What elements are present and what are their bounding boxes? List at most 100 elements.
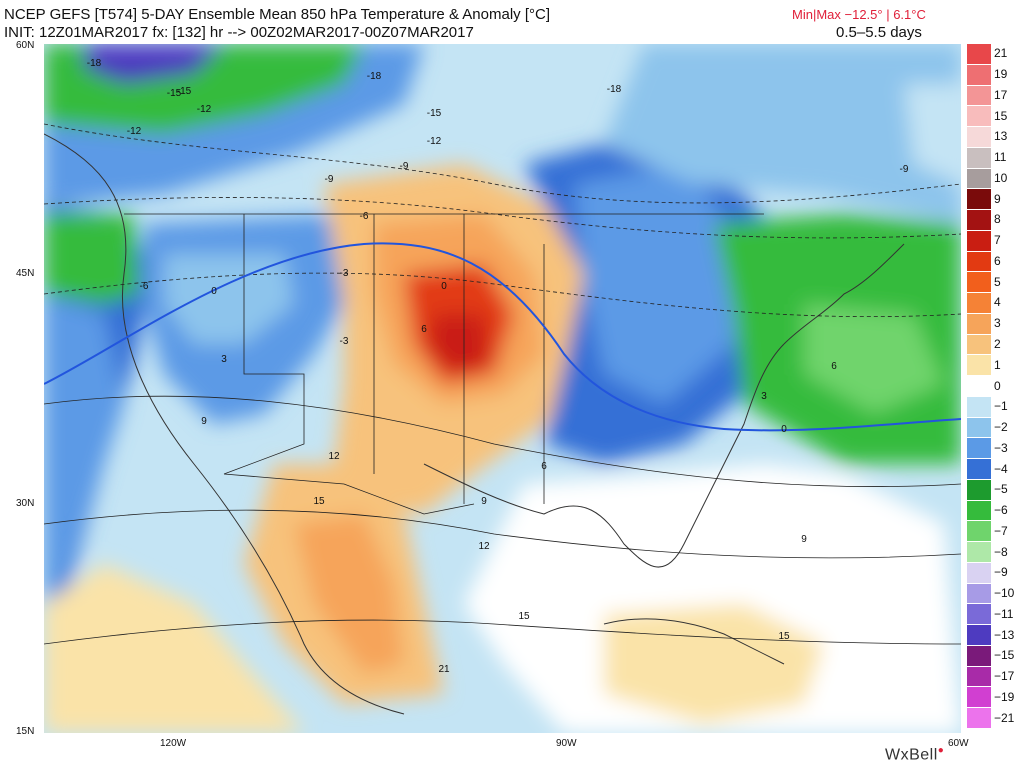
color-scale-label: 10 — [994, 170, 1008, 185]
coastline — [44, 133, 405, 715]
contour-label: 6 — [541, 461, 547, 472]
temperature-anomaly-map: -18-18-18-15-15-15-12-12-12-9 -9-9-6-6-3-… — [44, 44, 961, 733]
contour-label: 9 — [201, 416, 207, 427]
color-scale-label: 6 — [994, 253, 1001, 268]
isotherm-line — [44, 509, 961, 559]
isotherm-line — [44, 619, 961, 645]
color-scale-cell — [967, 64, 991, 86]
contour-label: 6 — [421, 324, 427, 335]
color-scale-label: −8 — [994, 544, 1008, 559]
contour-label: 9 — [801, 534, 807, 545]
anomaly-region — [44, 564, 304, 733]
contour-label: 0 — [211, 286, 217, 297]
color-scale-cell — [967, 666, 991, 688]
color-scale-label: 13 — [994, 129, 1008, 144]
color-scale-label: −15 — [994, 648, 1015, 663]
contour-label: -6 — [140, 281, 149, 292]
contour-label: 6 — [831, 361, 837, 372]
min-max-readout: Min|Max −12.5° | 6.1°C — [792, 7, 926, 22]
contour-label: -9 — [325, 174, 334, 185]
anomaly-region — [294, 514, 404, 674]
isotherm-line — [44, 197, 961, 239]
contour-label: -3 — [340, 268, 349, 279]
coastline — [783, 243, 905, 345]
map-title: NCEP GEFS [T574] 5-DAY Ensemble Mean 850… — [4, 6, 550, 23]
color-scale-label: 1 — [994, 357, 1001, 372]
color-scale-label: 3 — [994, 316, 1001, 331]
color-scale-cell — [967, 604, 991, 626]
color-scale — [967, 44, 991, 729]
color-scale-cell — [967, 396, 991, 418]
brand-logo: WxBell● — [885, 745, 944, 764]
color-scale-label: 0 — [994, 378, 1001, 393]
color-scale-cell — [967, 85, 991, 107]
lat-label-15n: 15N — [16, 726, 35, 737]
anomaly-region — [84, 44, 224, 84]
color-scale-label: −7 — [994, 523, 1008, 538]
contour-label: -12 — [197, 104, 212, 115]
color-scale-label: −21 — [994, 710, 1015, 725]
color-scale-label: 8 — [994, 212, 1001, 227]
anomaly-region — [804, 304, 944, 414]
contour-label: -6 — [360, 211, 369, 222]
color-scale-cell — [967, 147, 991, 169]
anomaly-region — [604, 44, 961, 224]
color-scale-cell — [967, 542, 991, 563]
color-scale-label: −11 — [994, 606, 1014, 621]
contour-label: 3 — [761, 391, 767, 402]
color-scale-cell — [967, 479, 991, 501]
contour-label: 15 — [518, 611, 530, 622]
color-scale-cell — [967, 438, 991, 460]
anomaly-region — [44, 294, 124, 604]
brand-name: WxBell — [885, 746, 938, 764]
color-scale-label: −9 — [994, 565, 1008, 580]
anomaly-region — [464, 464, 961, 733]
color-scale-label: 9 — [994, 191, 1001, 206]
border-line — [223, 214, 305, 475]
color-scale-cell — [967, 417, 991, 439]
brand-dot: ● — [937, 745, 945, 756]
color-scale-label: −17 — [994, 669, 1015, 684]
color-scale-cell — [967, 168, 991, 190]
lon-label-120w: 120W — [160, 738, 187, 749]
color-scale-cell — [967, 708, 991, 729]
contour-label: 0 — [441, 281, 447, 292]
contour-label: 21 — [438, 664, 450, 675]
color-scale-cell — [967, 230, 991, 252]
color-scale-cell — [967, 293, 991, 314]
color-scale-label: 4 — [994, 295, 1001, 310]
color-scale-cell — [967, 210, 991, 231]
anomaly-region — [904, 84, 961, 184]
color-scale-label: −10 — [994, 586, 1015, 601]
lon-label-90w: 90W — [556, 738, 577, 749]
border-line — [223, 473, 475, 515]
contour-label: -15 — [427, 108, 442, 119]
color-scale-cell — [967, 127, 991, 148]
contour-label: 15 — [313, 496, 325, 507]
header: NCEP GEFS [T574] 5-DAY Ensemble Mean 850… — [0, 0, 1024, 44]
color-scale-label: 15 — [994, 108, 1008, 123]
color-scale-label: −2 — [994, 420, 1008, 434]
lat-label-45n: 45N — [16, 268, 35, 279]
color-scale-cell — [967, 355, 991, 377]
contour-label: 3 — [221, 354, 227, 365]
color-scale-label: −3 — [994, 440, 1008, 455]
contour-label: 12 — [478, 541, 490, 552]
contour-label: -15 — [167, 88, 182, 99]
contour-label: -9 — [400, 161, 409, 172]
color-scale-cell — [967, 500, 991, 522]
color-scale-label: 11 — [994, 150, 1007, 165]
contour-label: -18 — [367, 71, 382, 82]
lat-label-60n: 60N — [16, 40, 35, 51]
color-scale-cell — [967, 334, 991, 356]
color-scale-label: 21 — [994, 46, 1008, 61]
contour-label: -15 — [177, 86, 192, 97]
color-scale-cell — [967, 376, 991, 397]
color-scale-label: 17 — [994, 87, 1008, 102]
color-scale-cell — [967, 459, 991, 480]
color-scale-label: −1 — [994, 399, 1008, 414]
contour-label: -18 — [607, 84, 622, 95]
color-scale-label: −4 — [994, 461, 1008, 476]
contour-label: -12 — [127, 126, 142, 137]
color-scale-label: 19 — [994, 67, 1008, 82]
